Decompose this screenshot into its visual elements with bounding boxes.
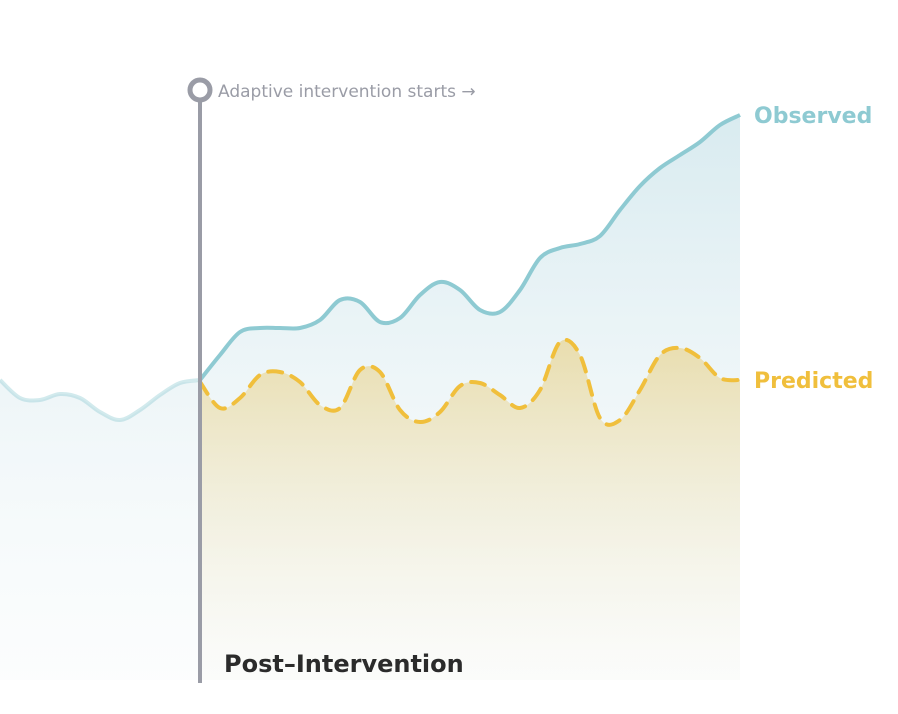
annotation: Adaptive intervention starts → xyxy=(218,82,476,102)
predicted-line xyxy=(198,337,742,427)
series-label: Observed xyxy=(754,104,872,129)
intervention-marker xyxy=(187,77,213,103)
observed-line xyxy=(198,113,741,382)
observed-line-pre xyxy=(0,378,201,422)
section-label: Post–Intervention xyxy=(224,650,464,678)
series-label: Predicted xyxy=(754,369,873,394)
plot: Observed Predicted Adaptive intervention s… xyxy=(0,77,873,683)
predicted-area xyxy=(200,339,740,680)
